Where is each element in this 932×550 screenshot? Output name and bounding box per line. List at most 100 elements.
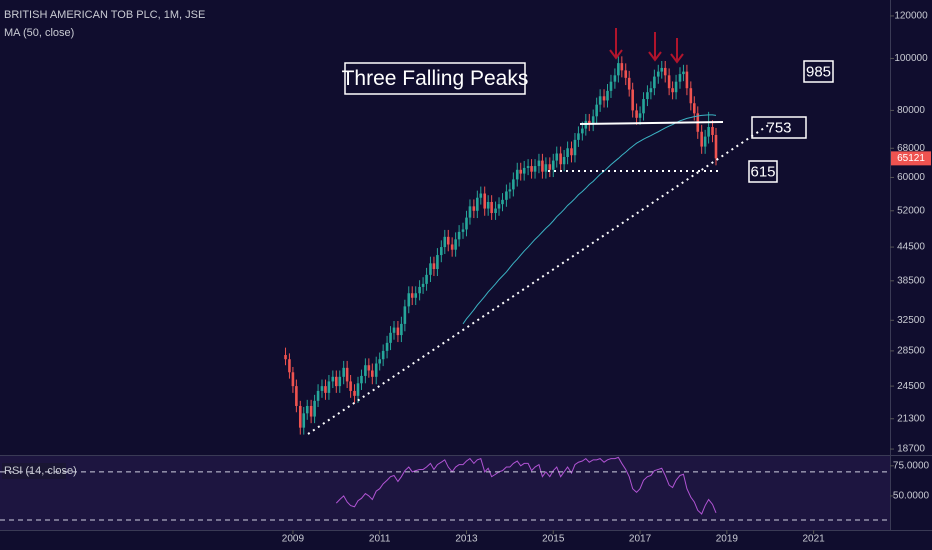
arrow [648,32,662,62]
candle-body [288,359,291,373]
candle-body [627,77,631,90]
annotation-box [344,62,526,95]
candle-body [461,229,465,232]
candle-body [544,164,548,172]
y-tick-label: 32500 [897,315,925,326]
marks [284,56,718,515]
candle-body [587,120,591,124]
candle-body [443,236,447,248]
candle-body [305,405,309,414]
candle-body [353,390,356,396]
candle-body [573,139,577,156]
x-tick-label: 2015 [542,534,565,545]
candle-body [454,239,457,250]
y-tick-label: 38500 [897,275,925,286]
candle-body [356,383,360,396]
candle-body [541,160,544,172]
candle-body [316,390,320,401]
candle-body [392,327,396,333]
candle-body [338,376,342,387]
candle-body [313,400,316,417]
rsi-legend-box [2,463,66,479]
candle-body [324,386,327,393]
candle-body [389,332,392,343]
arrow [670,38,684,64]
candle-body [418,286,421,294]
candle-body [551,160,555,170]
annotation: 615 [750,163,775,180]
candle-body [497,204,501,209]
annotation-box [803,60,834,83]
candle-body [403,306,407,324]
candle-body [620,63,624,71]
candle-body [678,74,682,82]
candle-body [642,99,645,114]
y-tick-label: 60000 [897,172,925,183]
candle-body [298,405,302,428]
candle-body [396,327,400,336]
y-tick-label: 100000 [894,53,928,64]
candle-body [533,166,537,172]
last-price-label: 65121 [897,153,925,164]
y-tick-label: 44500 [897,242,925,253]
candle-body [432,263,436,270]
candle-body [522,167,526,174]
candle-body [472,206,476,211]
candle-body [436,255,439,270]
candle-body [479,193,483,198]
y-tick-label: 68000 [897,143,925,154]
resistance-line [579,121,724,125]
ma-legend: MA (50, close) [4,27,74,39]
candle-body [530,166,533,172]
rsi-tick-label: 75.0000 [893,460,930,471]
candle-body [327,381,331,393]
candle-body [508,189,512,192]
peak-arrows [609,28,684,64]
candle-body [334,376,338,387]
candle-body [595,104,598,117]
candle-body [692,103,696,114]
candle-body [440,247,443,256]
x-tick-label: 2013 [455,534,478,545]
candle-body [515,169,519,180]
y-tick-label: 18700 [897,444,925,455]
annotation-box [748,160,778,183]
candle-body [653,76,656,89]
candle-body [548,164,552,170]
candle-body [371,370,374,377]
candle-body [378,359,381,364]
candle-body [407,293,411,307]
candle-body [685,71,689,89]
drawings [307,28,771,435]
candle-body [570,148,573,156]
x-tick-label: 2009 [282,534,305,545]
candle-body [602,96,606,101]
candle-body [494,208,497,214]
candle-body [537,160,541,167]
candle-body [581,128,584,134]
x-tick-label: 2019 [716,534,739,545]
candle-body [360,375,363,384]
candle-body [638,113,642,118]
candle-body [711,127,714,135]
candle-body [331,376,335,382]
y-tick-label: 21300 [897,413,925,424]
candle-body [559,153,562,165]
annotation-box [751,116,807,139]
candle-body [671,88,674,93]
candle-body [656,71,660,77]
rsi-tick-label: 50.0000 [893,491,930,502]
x-tick-label: 2017 [629,534,652,545]
candle-body [342,367,345,377]
candle-body [465,217,468,230]
candle-body [526,166,530,168]
candle-body [519,169,523,174]
candle-body [660,67,664,72]
last-price-box [891,151,931,166]
candle-body [364,365,367,376]
candle-body [410,293,414,298]
candle-body [309,405,313,417]
candle-body [646,92,649,100]
